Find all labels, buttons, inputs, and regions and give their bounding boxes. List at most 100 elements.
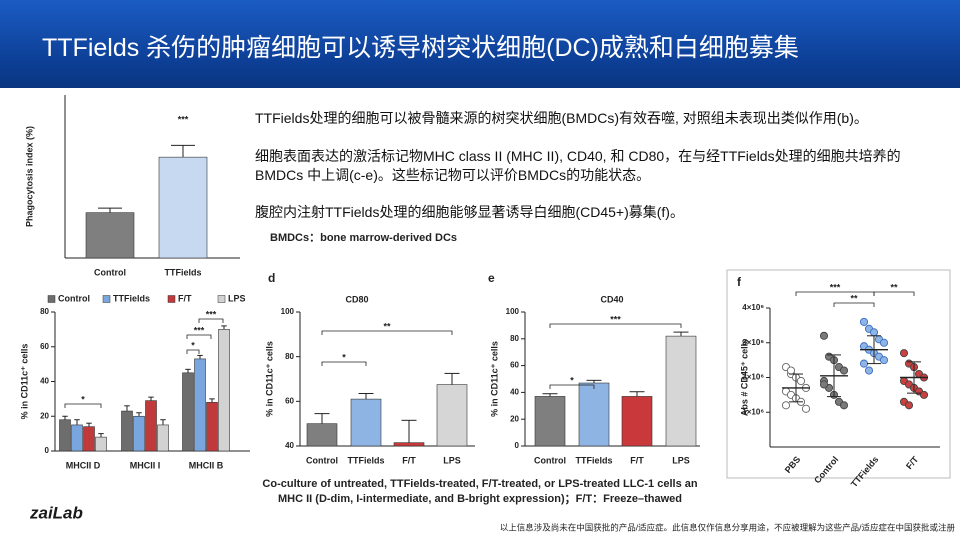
panel-letter: d <box>268 271 275 285</box>
legend-swatch <box>102 295 111 303</box>
y-tick-label: 4×10⁶ <box>742 303 764 312</box>
y-tick-label: 100 <box>506 307 520 316</box>
logo: zaiLab <box>29 503 83 522</box>
y-tick-label: 40 <box>510 388 519 397</box>
dot <box>859 359 869 368</box>
y-tick-label: 20 <box>510 414 519 423</box>
sig-bracket <box>321 361 367 366</box>
dot <box>879 356 889 365</box>
sig-label: * <box>81 394 85 404</box>
panel-f-frame <box>726 269 951 479</box>
sig-label: *** <box>610 314 621 324</box>
dot <box>781 401 791 410</box>
dot <box>839 366 849 375</box>
dot <box>869 328 879 337</box>
caption: MHC II (D-dim, I-intermediate, and B-bri… <box>278 493 682 505</box>
dot <box>819 331 829 340</box>
y-tick-label: 80 <box>40 307 49 316</box>
bar <box>350 398 382 447</box>
sig-bracket <box>186 349 200 354</box>
y-tick-label: 60 <box>510 361 519 370</box>
paragraph: TTFields处理的细胞可以被骨髓来源的树突状细胞(BMDCs)有效吞噬, 对… <box>255 110 868 126</box>
y-tick-label: 80 <box>510 334 519 343</box>
panel-letter: e <box>488 271 495 285</box>
x-tick-label: Control <box>306 455 338 465</box>
bar <box>436 384 468 447</box>
sig-label: ** <box>850 293 858 303</box>
x-tick-label: TTFields <box>575 455 612 465</box>
legend-label: F/T <box>178 293 192 303</box>
bar <box>158 156 208 259</box>
dot <box>796 376 806 386</box>
y-axis-label: % in CD11c⁺ cells <box>264 341 274 417</box>
y-tick-label: 40 <box>285 441 294 450</box>
y-tick-label: 40 <box>40 377 49 386</box>
x-tick-label: MHCII B <box>189 460 224 470</box>
bar <box>182 372 194 452</box>
bar <box>306 423 338 447</box>
sig-label: * <box>342 352 346 362</box>
sig-label: *** <box>830 282 841 292</box>
panel-letter: f <box>737 275 742 289</box>
y-tick-label: 100 <box>281 307 295 316</box>
bar <box>95 436 107 452</box>
sig-bracket <box>833 302 875 307</box>
bar <box>157 424 169 452</box>
sig-bracket <box>321 330 453 335</box>
y-axis-label: Abs # CD45⁺ cells <box>739 339 749 416</box>
y-tick-label: 1×10⁶ <box>742 407 764 416</box>
sig-label: * <box>191 340 195 350</box>
y-tick-label: 0 <box>515 441 520 450</box>
bar <box>578 382 610 447</box>
sig-bracket <box>549 323 682 328</box>
y-tick-label: 3×10⁶ <box>742 338 764 347</box>
sig-label: ** <box>383 321 391 331</box>
bar <box>621 396 653 447</box>
dot <box>899 349 909 358</box>
x-tick-label: F/T <box>630 455 644 465</box>
y-axis-label: % in CD11c⁺ cells <box>19 344 29 420</box>
bar <box>393 442 425 447</box>
sig-bracket <box>186 334 212 339</box>
y-tick-label: 2×10⁶ <box>742 373 764 382</box>
legend-swatch <box>167 295 176 303</box>
y-axis-label: Phagocytosis index (%) <box>24 126 34 227</box>
x-tick-label: Control <box>534 455 566 465</box>
sig-label: * <box>570 375 574 385</box>
y-tick-label: 0 <box>45 446 50 455</box>
dot <box>859 317 869 326</box>
y-tick-label: 20 <box>40 411 49 420</box>
y-tick-label: 60 <box>285 396 294 405</box>
bar <box>83 426 95 452</box>
y-tick-label: 80 <box>285 352 294 361</box>
legend-swatch <box>217 295 226 303</box>
chart-title: CD40 <box>600 294 623 304</box>
dot <box>839 401 849 410</box>
bar <box>133 415 145 452</box>
note: BMDCs：bone marrow-derived DCs <box>270 232 457 244</box>
legend-swatch <box>47 295 56 303</box>
sig-bracket <box>873 291 915 296</box>
x-tick-label: MHCII D <box>66 460 101 470</box>
legend-label: TTFields <box>113 293 150 303</box>
bar <box>145 400 157 452</box>
dot <box>819 380 829 389</box>
legend-label: LPS <box>228 293 246 303</box>
bar <box>206 402 218 452</box>
legend-label: Control <box>58 293 90 303</box>
x-tick-label: LPS <box>672 455 690 465</box>
x-tick-label: Control <box>94 267 126 277</box>
dot <box>904 401 914 410</box>
x-tick-label: F/T <box>402 455 416 465</box>
bar <box>59 419 71 452</box>
y-axis-label: % in CD11c⁺ cells <box>489 341 499 417</box>
sig-label: *** <box>194 325 205 335</box>
sig-bracket <box>64 403 102 408</box>
bar <box>665 335 697 447</box>
dot <box>919 390 929 399</box>
bar <box>534 396 566 447</box>
footer: 以上信息涉及尚未在中国获批的产品/适应症。此信息仅作信息分享用途，不应被理解为这… <box>500 522 956 532</box>
dot <box>801 404 811 413</box>
